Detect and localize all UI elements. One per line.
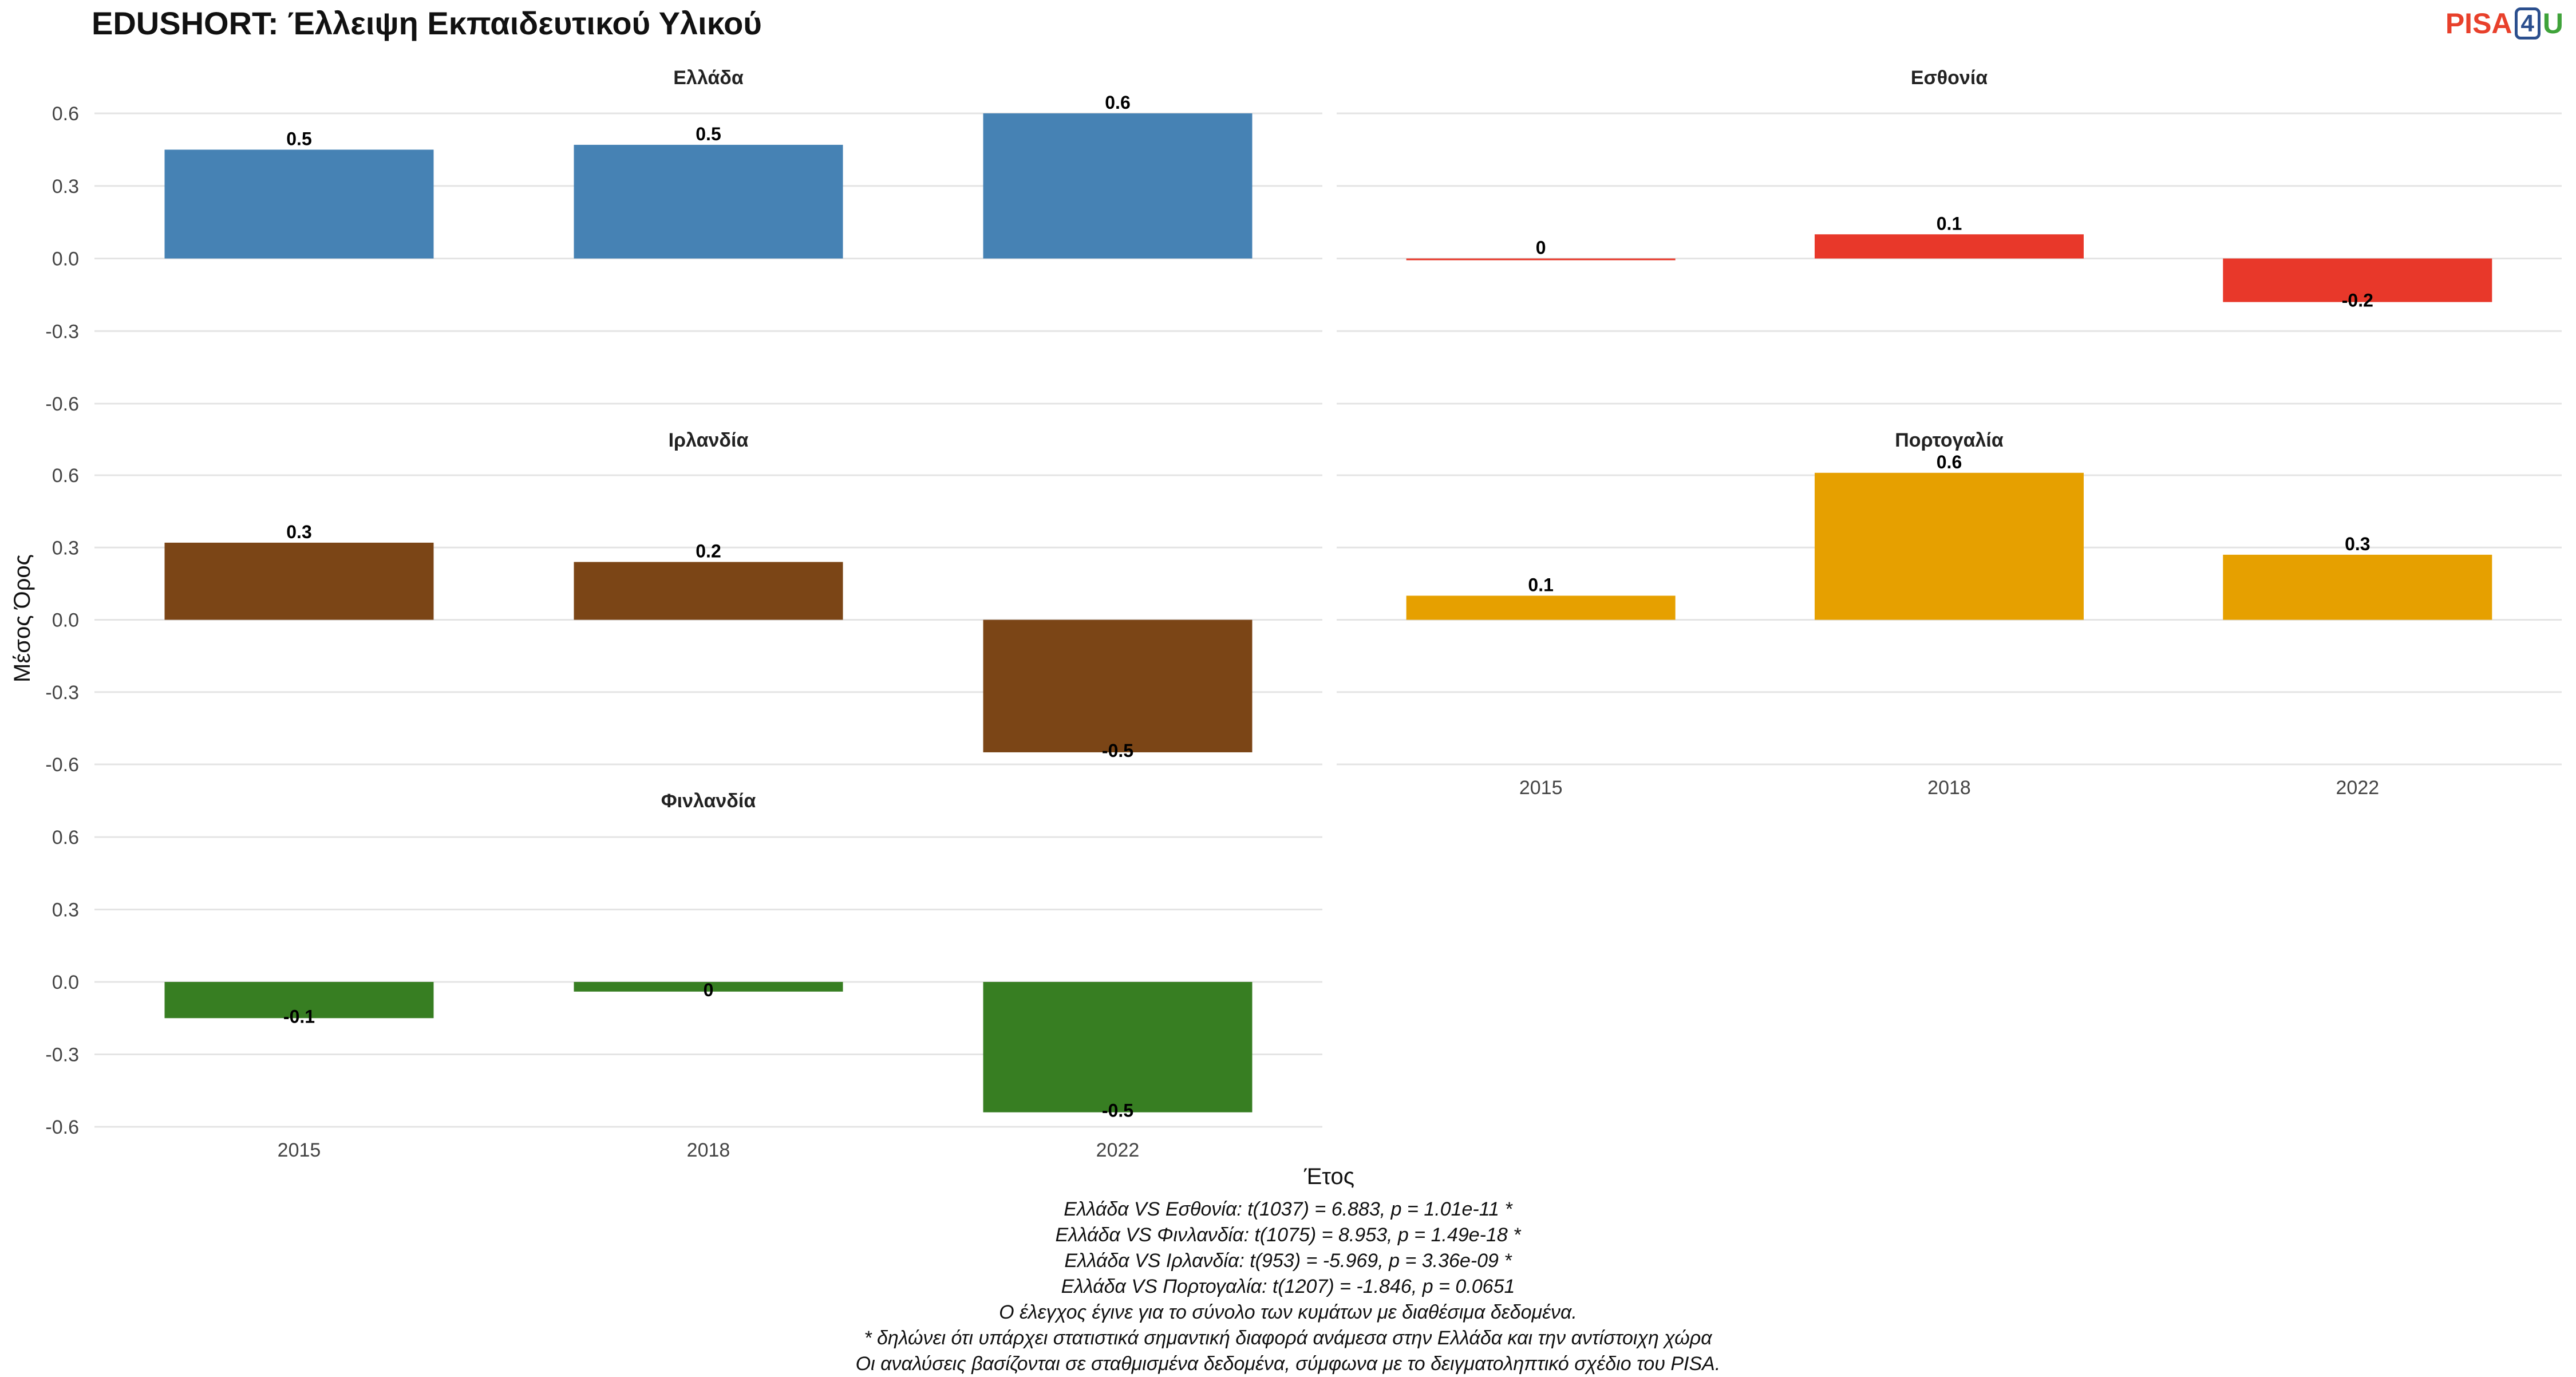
bar-value-label: 0.3 bbox=[286, 522, 311, 542]
bar-value-label: 0.6 bbox=[1937, 452, 1962, 472]
bar bbox=[1406, 258, 1676, 261]
bar bbox=[574, 982, 843, 992]
caption-line: Οι αναλύσεις βασίζονται σε σταθμισμένα δ… bbox=[855, 1353, 1721, 1375]
y-axis-label: Μέσος Όρος bbox=[10, 554, 35, 682]
bar-value-label: -0.1 bbox=[283, 1006, 315, 1027]
y-tick-label: 0.6 bbox=[52, 465, 79, 487]
y-tick-label: -0.3 bbox=[45, 321, 79, 342]
facet-panel: Εσθονία 0 0.1 -0.2 bbox=[1337, 67, 2562, 405]
x-axis-label: Έτος bbox=[1303, 1164, 1354, 1189]
caption-line: Ελλάδα VS Πορτογαλία: t(1207) = -1.846, … bbox=[1061, 1276, 1515, 1297]
bar bbox=[983, 620, 1253, 752]
facet-panel: -0.6 -0.3 0.0 0.3 0.6 Ελλάδα 0.5 0.5 0.6 bbox=[45, 67, 1322, 415]
bar-value-label: 0 bbox=[704, 980, 714, 1000]
caption-line: * δηλώνει ότι υπάρχει στατιστικά σημαντι… bbox=[864, 1327, 1712, 1349]
caption-block: Ελλάδα VS Εσθονία: t(1037) = 6.883, p = … bbox=[0, 1197, 2576, 1377]
y-tick-label: 0.0 bbox=[52, 610, 79, 632]
logo-four: 4 bbox=[2514, 7, 2541, 40]
bar bbox=[574, 144, 843, 259]
bar bbox=[1406, 595, 1676, 620]
bar-value-label: 0.1 bbox=[1528, 574, 1553, 595]
bar-value-label: -0.2 bbox=[2342, 290, 2373, 311]
caption-line: Ελλάδα VS Ιρλανδία: t(953) = -5.969, p =… bbox=[1064, 1250, 1512, 1272]
bar bbox=[164, 542, 434, 620]
y-tick-label: -0.6 bbox=[45, 1116, 79, 1138]
y-tick-label: 0.3 bbox=[52, 537, 79, 559]
logo-pisa: PISA bbox=[2445, 7, 2512, 40]
caption-line: Ο έλεγχος έγινε για το σύνολο των κυμάτω… bbox=[999, 1301, 1577, 1323]
y-tick-label: -0.3 bbox=[45, 682, 79, 704]
bar-value-label: 0.6 bbox=[1105, 92, 1130, 113]
facet-strip-label: Εσθονία bbox=[1911, 67, 1988, 89]
bar-value-label: 0.3 bbox=[2345, 534, 2370, 554]
bar-value-label: 0.1 bbox=[1937, 213, 1962, 234]
x-tick-label: 2018 bbox=[687, 1139, 730, 1161]
y-tick-label: 0.3 bbox=[52, 899, 79, 921]
caption-line: Ελλάδα VS Εσθονία: t(1037) = 6.883, p = … bbox=[1064, 1198, 1512, 1220]
y-tick-label: 0.3 bbox=[52, 176, 79, 198]
y-tick-label: -0.6 bbox=[45, 754, 79, 776]
facet-strip-label: Ελλάδα bbox=[673, 67, 744, 89]
chart-title: EDUSHORT: Έλλειψη Εκπαιδευτικού Υλικού bbox=[92, 5, 762, 41]
x-tick-label: 2018 bbox=[1927, 777, 1971, 799]
facet-panel: -0.6 -0.3 0.0 0.3 0.6 Ιρλανδία 0.3 0.2 -0.5 bbox=[45, 429, 1322, 776]
bar bbox=[164, 149, 434, 259]
x-tick-label: 2015 bbox=[1519, 777, 1563, 799]
bar bbox=[983, 982, 1253, 1112]
x-tick-label: 2022 bbox=[1096, 1139, 1140, 1161]
x-tick-label: 2015 bbox=[278, 1139, 321, 1161]
bar-value-label: 0.5 bbox=[286, 128, 311, 149]
y-tick-label: 0.6 bbox=[52, 103, 79, 125]
facet-strip-label: Πορτογαλία bbox=[1895, 429, 2004, 451]
bar-value-label: 0.2 bbox=[696, 541, 721, 562]
y-tick-label: 0.0 bbox=[52, 972, 79, 993]
logo-u: U bbox=[2542, 7, 2563, 40]
facet-panel: -0.6 -0.3 0.0 0.3 0.6 Φινλανδία -0.1 0 -0.5 2015 2… bbox=[45, 790, 1322, 1161]
caption-line: Ελλάδα VS Φινλανδία: t(1075) = 8.953, p … bbox=[1055, 1224, 1521, 1246]
bar-value-label: -0.5 bbox=[1102, 740, 1133, 761]
bar bbox=[983, 113, 1253, 259]
facet-strip-label: Φινλανδία bbox=[661, 790, 756, 812]
pisa4u-logo: PISA 4 U bbox=[2445, 7, 2563, 40]
bar bbox=[2223, 554, 2492, 620]
bar-value-label: 0.5 bbox=[696, 124, 721, 144]
facet-panel: Πορτογαλία 0.1 0.6 0.3 2015 2018 2022 bbox=[1337, 429, 2562, 799]
bar bbox=[164, 982, 434, 1019]
y-tick-label: 0.6 bbox=[52, 827, 79, 849]
bar bbox=[1815, 472, 2084, 620]
y-tick-label: -0.6 bbox=[45, 393, 79, 415]
y-tick-label: 0.0 bbox=[52, 248, 79, 270]
bar-value-label: -0.5 bbox=[1102, 1100, 1133, 1121]
bar bbox=[574, 562, 843, 620]
bar-value-label: 0 bbox=[1536, 238, 1546, 258]
bar bbox=[1815, 234, 2084, 259]
facet-strip-label: Ιρλανδία bbox=[669, 429, 749, 451]
x-tick-label: 2022 bbox=[2336, 777, 2380, 799]
y-tick-label: -0.3 bbox=[45, 1044, 79, 1066]
bar bbox=[2223, 258, 2492, 302]
